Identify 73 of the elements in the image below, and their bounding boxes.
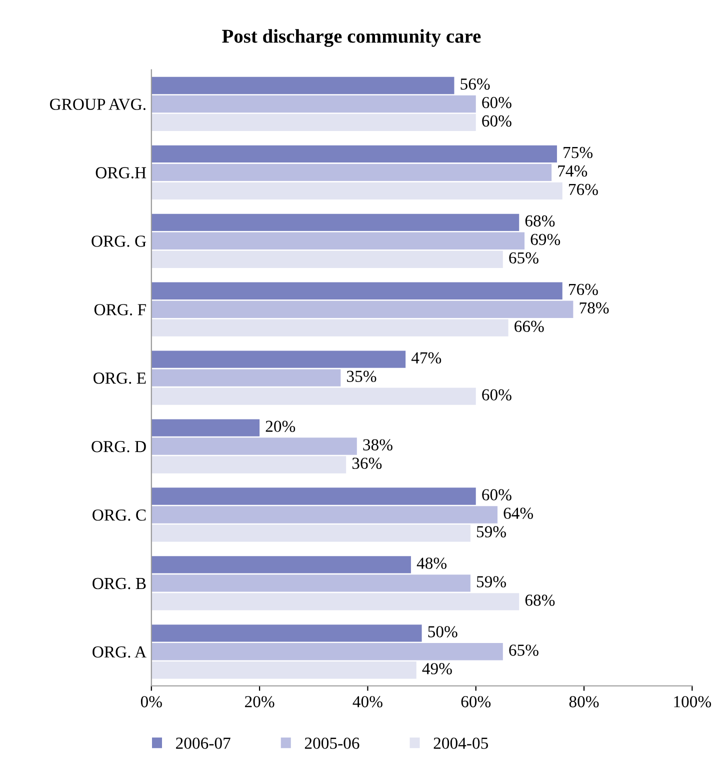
bar	[151, 250, 503, 268]
x-tick-label: 80%	[569, 696, 599, 708]
data-label: 59%	[476, 526, 506, 538]
legend-label: 2006-07	[176, 738, 230, 749]
bar	[151, 524, 470, 542]
bar	[151, 643, 503, 660]
data-label: 38%	[363, 439, 392, 450]
bar	[151, 456, 346, 474]
legend-label: 2004-05	[434, 738, 488, 749]
bar	[151, 419, 260, 436]
data-label: 75%	[564, 146, 593, 158]
bar	[151, 506, 498, 524]
data-label: 76%	[569, 184, 598, 196]
bar	[151, 145, 557, 163]
data-label: 20%	[266, 420, 296, 432]
x-tick-label: 60%	[461, 696, 491, 708]
data-label: 60%	[482, 389, 512, 401]
bar	[151, 488, 476, 505]
data-label: 76%	[569, 284, 598, 296]
y-tick-label: ORG.H	[96, 167, 146, 178]
data-label: 66%	[514, 320, 544, 332]
y-tick-label: ORG. E	[94, 372, 146, 384]
legend-label: 2005-06	[304, 738, 360, 749]
data-label: 68%	[525, 594, 555, 606]
bar	[151, 76, 454, 94]
x-tick-label: 0%	[140, 696, 162, 708]
x-tick-label: 20%	[245, 696, 274, 708]
chart-title: Post discharge community care	[222, 29, 481, 47]
bar	[151, 369, 341, 386]
bar	[151, 114, 476, 132]
data-label: 60%	[482, 489, 512, 500]
bar	[151, 624, 422, 642]
y-tick-label: ORG. A	[92, 646, 146, 658]
bar	[151, 350, 406, 368]
y-tick-label: ORG. G	[92, 236, 146, 247]
data-label: 68%	[525, 215, 555, 227]
data-label: 69%	[530, 234, 560, 246]
x-tick-label: 40%	[352, 696, 382, 708]
bar	[151, 164, 552, 182]
y-tick-label: ORG. B	[92, 578, 146, 590]
bar	[151, 388, 476, 405]
bar	[151, 214, 520, 232]
data-label: 47%	[411, 352, 442, 364]
data-label: 50%	[428, 626, 458, 638]
bar	[151, 282, 562, 300]
bar	[151, 182, 562, 200]
bar	[151, 556, 411, 574]
bar	[151, 662, 416, 679]
bar	[151, 232, 525, 250]
bar	[151, 593, 520, 610]
bar	[151, 574, 470, 592]
data-label: 74%	[558, 165, 588, 177]
y-tick-label: ORG. F	[94, 304, 146, 316]
data-label: 59%	[476, 576, 506, 588]
data-label: 35%	[347, 370, 376, 382]
data-label: 48%	[416, 558, 447, 569]
bar	[151, 319, 508, 336]
data-label: 64%	[504, 508, 534, 519]
data-label: 65%	[509, 252, 538, 264]
data-label: 65%	[509, 644, 538, 656]
bar	[151, 95, 476, 113]
y-tick-label: ORG. C	[92, 509, 146, 521]
y-tick-label: ORG. D	[92, 441, 146, 452]
y-tick-label: GROUP AVG.	[50, 98, 146, 110]
data-label: 49%	[422, 663, 452, 674]
data-label: 60%	[482, 115, 512, 127]
data-label: 36%	[352, 458, 382, 469]
data-label: 60%	[482, 96, 512, 108]
data-label: 56%	[460, 78, 490, 90]
bar	[151, 300, 574, 318]
x-tick-label: 100%	[674, 696, 712, 708]
bar	[151, 438, 357, 455]
data-label: 78%	[580, 302, 609, 314]
